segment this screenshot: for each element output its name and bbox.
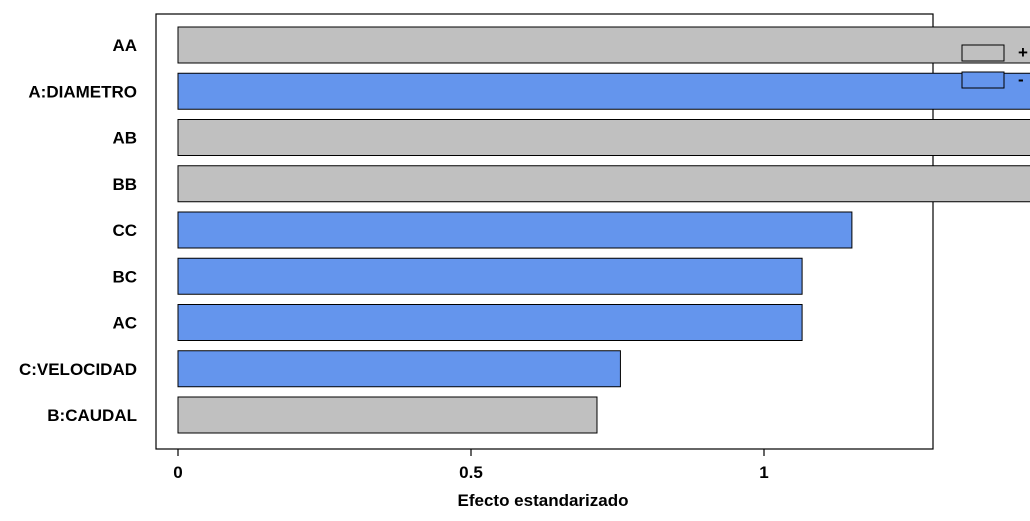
- x-tick-label: 1: [759, 463, 768, 482]
- bar-bb: [177, 165, 1030, 203]
- x-tick-label: 0.5: [459, 463, 483, 482]
- bar-b-caudal: [177, 396, 598, 434]
- legend-label: -: [1018, 70, 1024, 89]
- category-label: CC: [112, 221, 137, 240]
- legend-swatch: [961, 44, 1005, 62]
- x-axis-label: Efecto estandarizado: [458, 491, 629, 510]
- bar-aa: [177, 26, 1030, 64]
- bar-cc: [177, 211, 853, 249]
- category-label: A:DIAMETRO: [28, 82, 137, 101]
- category-label: AA: [112, 36, 137, 55]
- x-ticks-group: 00.511.522.5: [173, 449, 769, 482]
- bars-group: [177, 26, 1030, 434]
- legend: +-: [961, 43, 1028, 89]
- bar-ac: [177, 304, 803, 341]
- category-label: C:VELOCIDAD: [19, 360, 137, 379]
- category-labels-group: AA A:DIAMETRO AB BB CC BC AC C:VELOCIDAD B:CAUDA…: [19, 36, 137, 425]
- plot-frame: [155, 13, 934, 450]
- legend-label: +: [1018, 43, 1028, 62]
- legend-swatch: [961, 71, 1005, 89]
- bar-a-diametro: [177, 72, 1030, 110]
- category-label: AB: [112, 129, 137, 148]
- category-label: B:CAUDAL: [47, 406, 137, 425]
- category-label: AC: [112, 314, 137, 333]
- x-tick-label: 0: [173, 463, 182, 482]
- category-label: BB: [112, 175, 137, 194]
- bar-ab: [177, 119, 1030, 156]
- bar-c-velocidad: [177, 350, 621, 388]
- bar-bc: [177, 257, 803, 295]
- category-label: BC: [112, 267, 137, 286]
